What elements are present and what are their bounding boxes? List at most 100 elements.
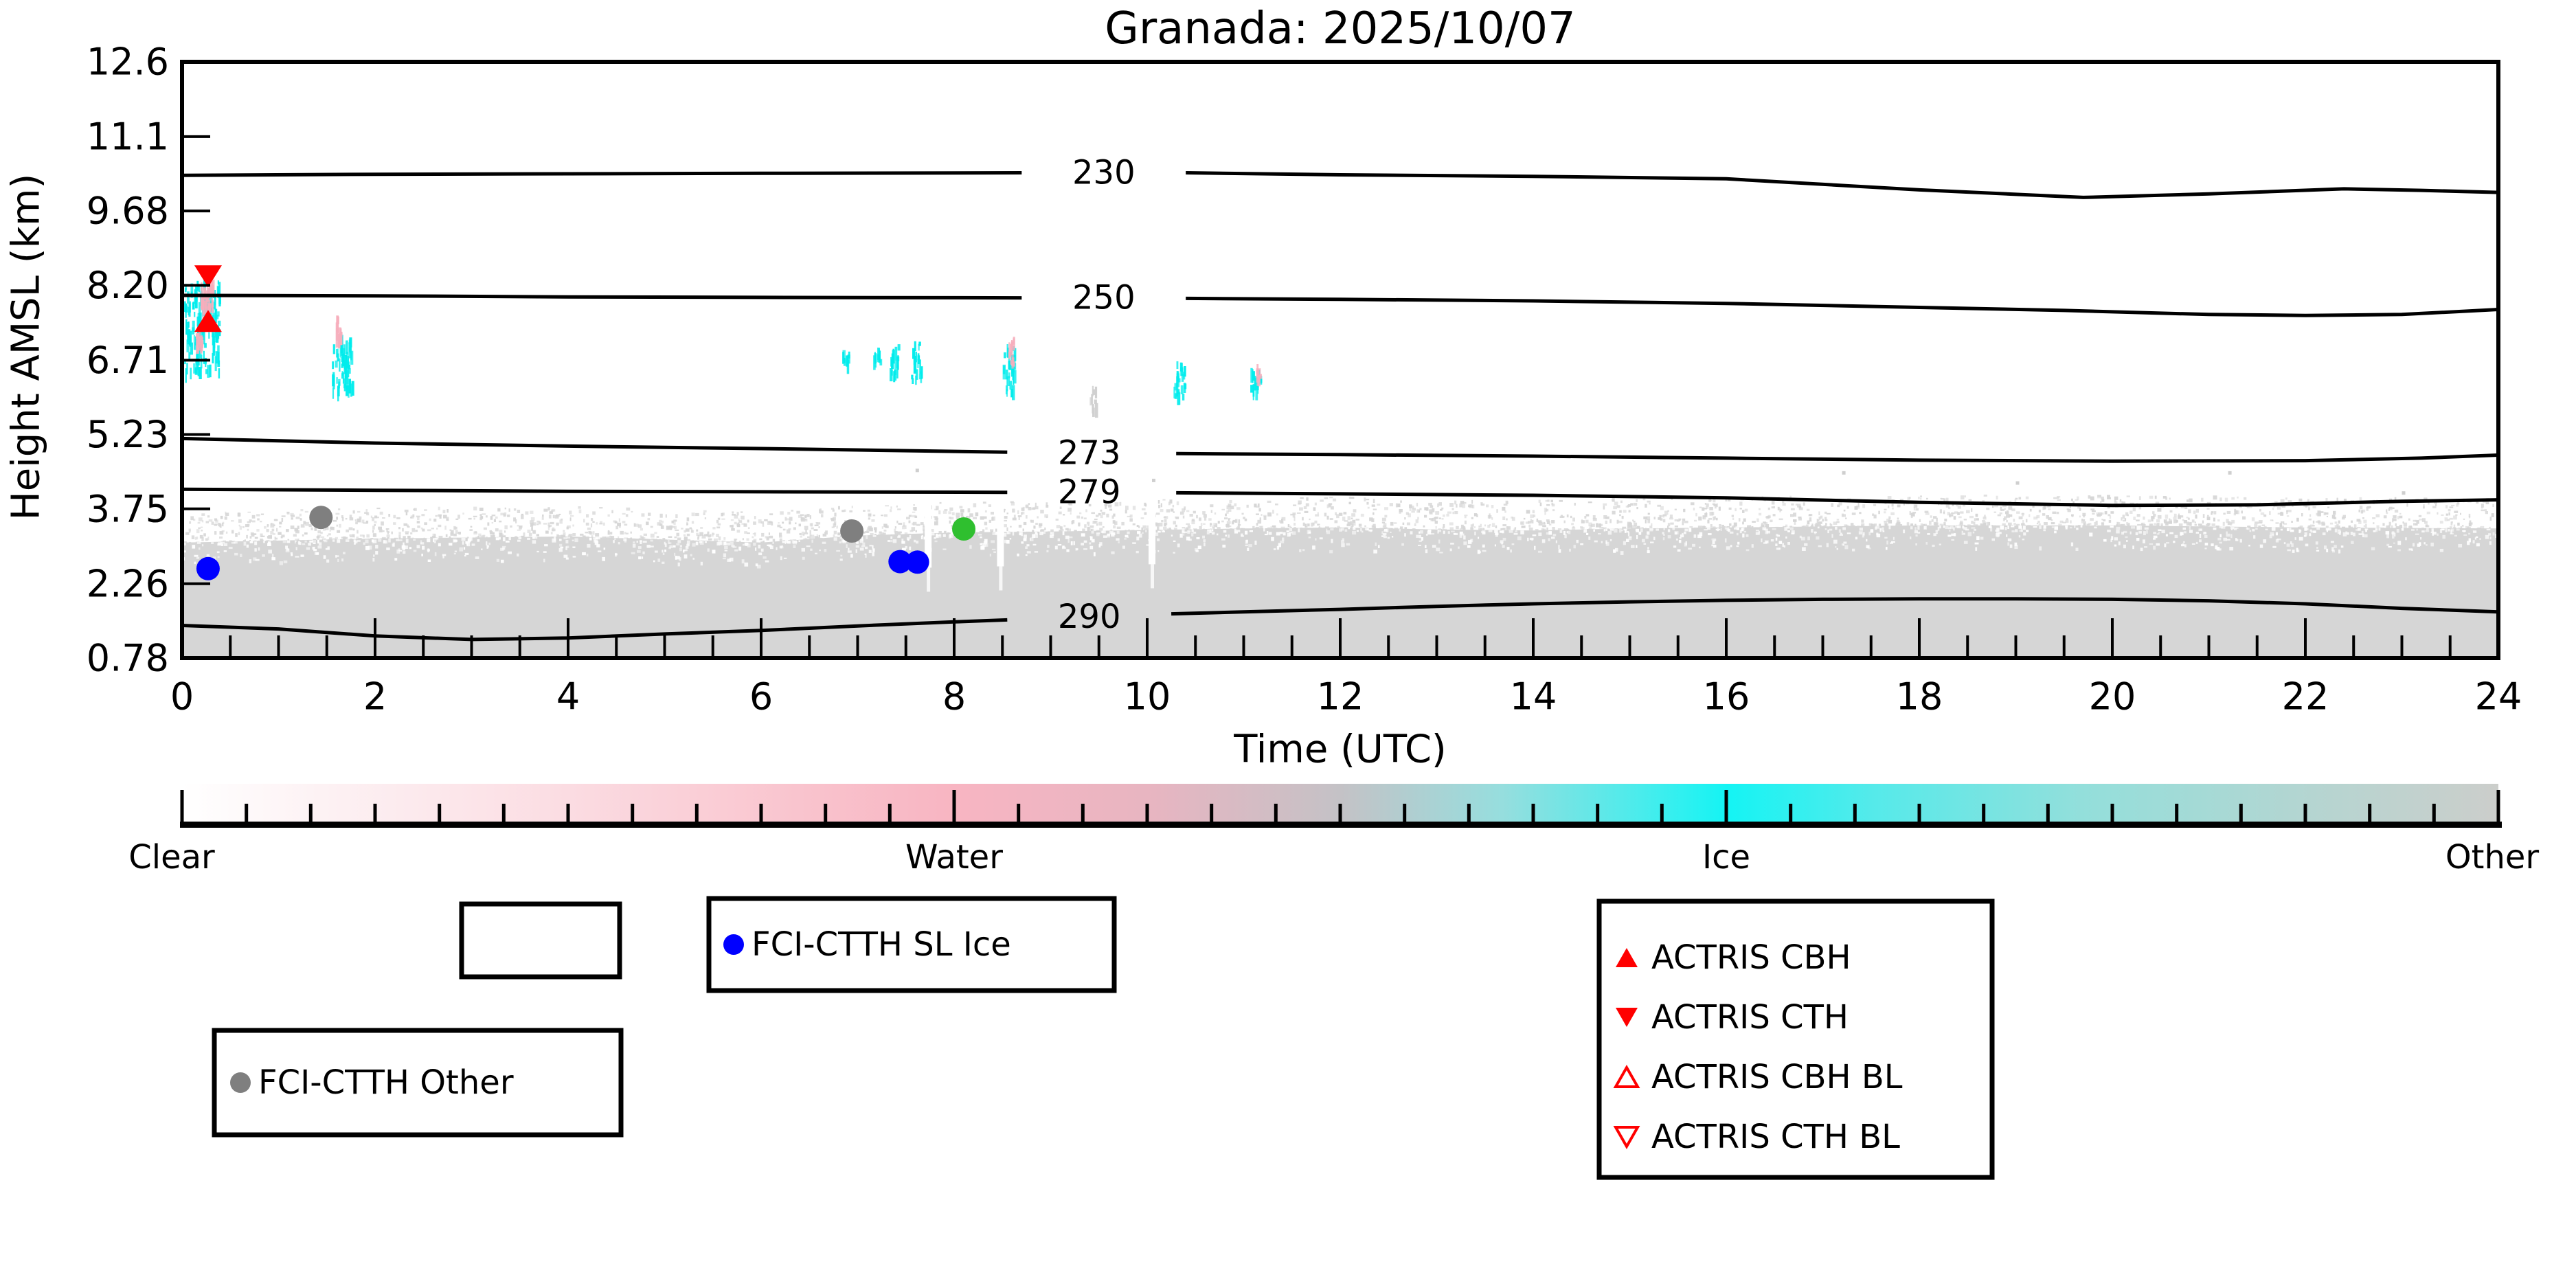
cloud-speckle: [2465, 528, 2467, 531]
cloud-pit: [2054, 526, 2058, 530]
cloud-speckle: [358, 538, 362, 541]
cloud-speckle: [1449, 503, 1454, 507]
cloud-speckle: [1971, 521, 1974, 524]
y-tick-label: 2.26: [87, 562, 169, 605]
cloud-speckle: [1172, 504, 1175, 508]
cloud-speckle: [799, 532, 802, 535]
cloud-speckle: [2154, 523, 2158, 525]
patch-dash: [1010, 341, 1013, 353]
cloud-pit: [1777, 534, 1780, 537]
cloud-speckle: [2247, 526, 2251, 530]
patch-dash: [1184, 366, 1186, 377]
cloud-speckle: [1351, 526, 1353, 529]
cloud-speckle: [190, 542, 192, 544]
cloud-speckle: [894, 528, 896, 533]
patch-dash: [198, 302, 201, 315]
cloud-speckle: [530, 520, 534, 524]
cloud-pit: [1891, 541, 1895, 543]
cloud-speckle: [1695, 512, 1697, 517]
cloud-pit: [1745, 534, 1749, 537]
cloud-speckle: [270, 523, 275, 528]
cloud-pit: [1770, 539, 1774, 542]
cloud-speckle: [2075, 499, 2079, 501]
patch-dash: [199, 335, 203, 342]
cloud-speckle: [2437, 528, 2441, 532]
cloud-pit: [1949, 530, 1951, 532]
cloud-speckle: [759, 538, 762, 541]
cloud-speckle: [1837, 504, 1840, 508]
cloud-pit: [2350, 532, 2353, 535]
cloud-speckle: [2046, 515, 2049, 519]
cloud-speckle: [984, 510, 987, 512]
cloud-pit: [532, 536, 535, 539]
cloud-speckle: [335, 536, 338, 540]
cloud-speckle: [741, 523, 746, 525]
cloud-pit: [1789, 527, 1794, 530]
cloud-pit: [2174, 534, 2178, 539]
cloud-gap: [927, 567, 931, 592]
patch-dash: [194, 336, 197, 346]
cloud-speckle: [1324, 512, 1327, 517]
cloud-speckle: [1798, 507, 1803, 510]
cloud-speckle: [2468, 522, 2472, 527]
cloud-pit: [1478, 551, 1481, 554]
cloud-speckle: [407, 526, 410, 528]
cloud-pit: [2247, 528, 2250, 530]
cloud-pit: [1799, 535, 1802, 539]
cloud-pit: [442, 555, 444, 558]
colorbar-label-clear: Clear: [128, 838, 215, 877]
patch-dash: [189, 330, 192, 346]
cloud-speckle: [1710, 524, 1713, 528]
cloud-speckle: [1468, 505, 1471, 508]
cloud-pit: [901, 541, 905, 544]
cloud-pit: [2486, 528, 2491, 531]
isotherm-250: [181, 293, 1022, 300]
cloud-pit: [2234, 528, 2237, 530]
cloud-speckle: [2132, 507, 2136, 512]
cloud-speckle: [721, 512, 723, 517]
cloud-pit: [1106, 534, 1110, 538]
cloud-pit: [1348, 528, 1351, 530]
cloud-speckle: [1212, 527, 1215, 531]
cloud-pit: [1693, 534, 1697, 538]
cloud-pit: [1451, 530, 1455, 532]
cloud-speckle: [1859, 512, 1862, 515]
cloud-pit: [980, 545, 985, 550]
cloud-speckle: [903, 522, 905, 527]
cloud-speckle: [656, 536, 659, 538]
cloud-speckle: [2149, 495, 2154, 499]
cloud-speckle: [445, 534, 448, 537]
cloud-pit: [1264, 534, 1268, 536]
cloud-speckle: [1478, 528, 1482, 531]
cloud-pit: [1510, 549, 1512, 553]
cloud-speckle: [1059, 530, 1062, 532]
cloud-speckle: [904, 532, 908, 534]
cloud-speckle: [833, 521, 837, 525]
cloud-speckle: [1825, 526, 1828, 529]
cloud-speckle: [2169, 497, 2171, 500]
cloud-speckle: [2331, 527, 2336, 532]
cloud-speckle: [2077, 506, 2080, 509]
cloud-speckle: [1167, 529, 1171, 533]
cloud-speckle: [936, 506, 939, 510]
cloud-pit: [1247, 547, 1250, 551]
cloud-pit: [1706, 528, 1710, 530]
cloud-speckle: [2027, 525, 2031, 529]
cloud-speckle: [1293, 527, 1296, 530]
cloud-pit: [897, 536, 901, 538]
cloud-speckle: [2404, 525, 2407, 530]
cloud-speckle: [2008, 514, 2013, 517]
cloud-speckle: [297, 526, 300, 529]
cloud-speckle: [890, 506, 892, 509]
cloud-speckle: [2091, 510, 2096, 512]
cloud-speckle: [2468, 513, 2471, 518]
cloud-speckle: [1333, 498, 1337, 501]
cloud-speckle: [1079, 512, 1082, 515]
patch-dash: [894, 370, 897, 381]
cloud-pit: [1460, 533, 1465, 536]
cloud-speckle: [2008, 506, 2013, 510]
cloud-speckle: [2107, 497, 2111, 499]
cloud-pit: [316, 552, 319, 555]
cloud-pit: [438, 543, 441, 547]
cloud-speckle: [215, 519, 218, 523]
